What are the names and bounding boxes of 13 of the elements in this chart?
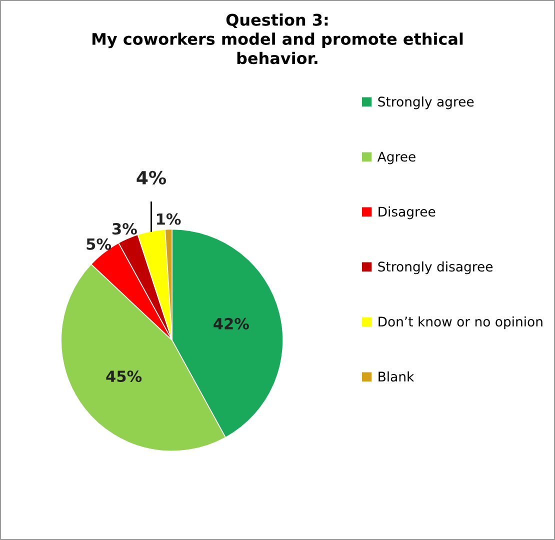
legend-label: Don’t know or no opinion bbox=[378, 316, 542, 330]
legend-label: Strongly agree bbox=[378, 96, 474, 110]
data-label: 4% bbox=[136, 170, 166, 184]
legend-label: Agree bbox=[377, 152, 416, 164]
data-label: 45% bbox=[106, 370, 142, 382]
legend-label: Strongly disagree bbox=[378, 261, 493, 274]
data-label: 5% bbox=[86, 238, 112, 250]
data-label: 3% bbox=[112, 223, 137, 235]
data-label: 42% bbox=[214, 318, 249, 330]
data-label: 1% bbox=[157, 213, 181, 225]
chart-title: Question 3: My coworkers model and promote ethical behavior. bbox=[92, 14, 463, 64]
legend-label: Blank bbox=[378, 371, 414, 382]
legend-label: Disagree bbox=[378, 206, 436, 220]
